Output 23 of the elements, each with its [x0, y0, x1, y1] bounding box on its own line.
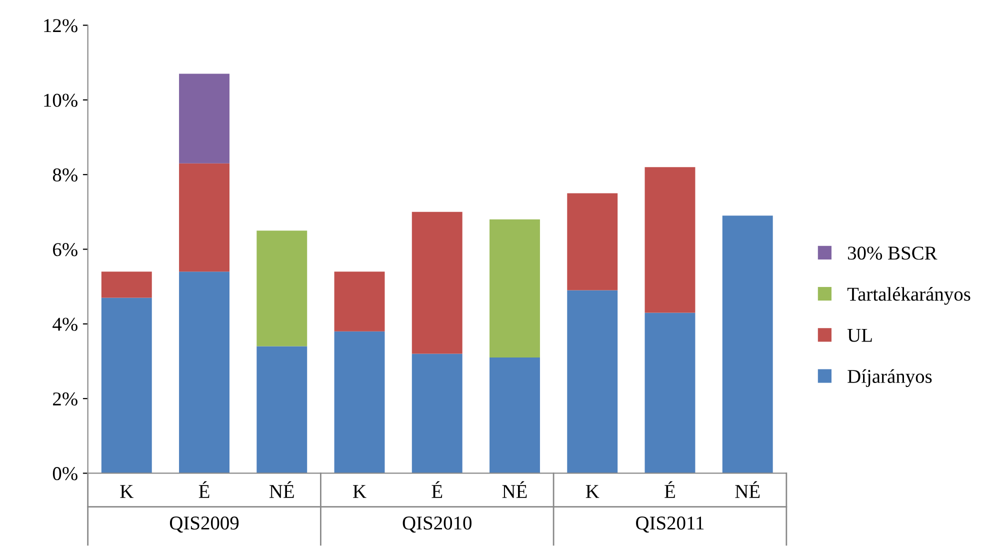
x-tick-label: É — [432, 481, 442, 498]
text: QIS2010 — [402, 516, 472, 533]
text: QIS2009 — [170, 516, 239, 533]
legend-label: Tartalékarányos — [847, 287, 970, 305]
x-tick-label: NÉ — [269, 481, 294, 498]
y-tick-label: 8% — [52, 168, 78, 182]
y-tick-label: 6% — [53, 243, 78, 256]
x-tick-label: K — [353, 485, 366, 498]
y-tick-label: 2% — [53, 392, 78, 406]
x-tick-label: K — [120, 485, 134, 498]
legend-label: 30% BSCR — [848, 246, 938, 260]
legend-label: UL — [847, 328, 872, 342]
x-tick-label: NÉ — [502, 481, 527, 498]
x-tick-label: É — [198, 481, 210, 498]
legend-label: Díjarányos — [848, 369, 932, 388]
y-tick-label: 0% — [52, 467, 78, 480]
y-tick-label: 10% — [44, 94, 78, 107]
x-tick-label: É — [664, 481, 675, 498]
x-tick-label: NÉ — [735, 481, 760, 498]
y-tick-label: 4% — [52, 318, 78, 331]
y-tick-label: 12% — [44, 19, 78, 32]
text: QIS2011 — [636, 516, 704, 533]
x-tick-label: K — [586, 485, 600, 498]
